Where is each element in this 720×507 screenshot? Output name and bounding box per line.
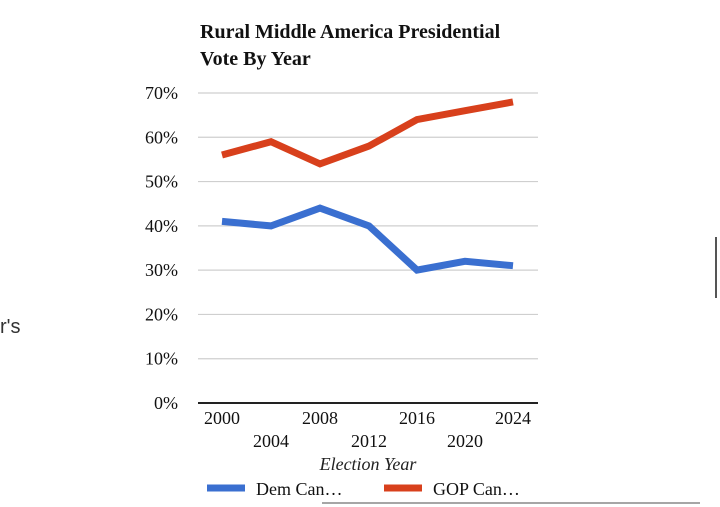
chart-title: Rural Middle America Presidential Vote By… [200,21,501,70]
grid-lines [198,92,538,404]
y-tick-label: 40% [145,216,178,236]
partial-background-text: r's [0,316,21,338]
x-tick-label: 2000 [204,408,240,428]
y-tick-label: 20% [145,304,178,324]
y-tick-label: 10% [145,349,178,369]
x-tick-label: 2004 [253,431,289,451]
y-tick-label: 50% [145,172,178,192]
series-line-0 [221,204,514,274]
x-tick-label: 2020 [447,431,483,451]
x-tick-label: 2016 [399,408,435,428]
y-tick-label: 70% [145,83,178,103]
chart-title-line: Vote By Year [200,48,311,70]
x-axis-ticks: 2000 2004 2008 2012 2016 2020 2024 [204,408,531,451]
y-axis-ticks: 0% 10% 20% 30% 40% 50% 60% 70% [145,83,178,413]
legend: Dem Can… GOP Can… [207,479,520,499]
legend-label: GOP Can… [433,479,520,499]
series-lines [221,98,514,274]
x-axis-title: Election Year [319,454,418,474]
x-tick-label: 2008 [302,408,338,428]
series-line-1 [221,98,514,168]
x-tick-label: 2024 [495,408,531,428]
y-tick-label: 60% [145,127,178,147]
x-tick-label: 2012 [351,431,387,451]
chart-title-line: Rural Middle America Presidential [200,21,501,43]
legend-label: Dem Can… [256,479,342,499]
y-tick-label: 0% [154,393,178,413]
y-tick-label: 30% [145,260,178,280]
